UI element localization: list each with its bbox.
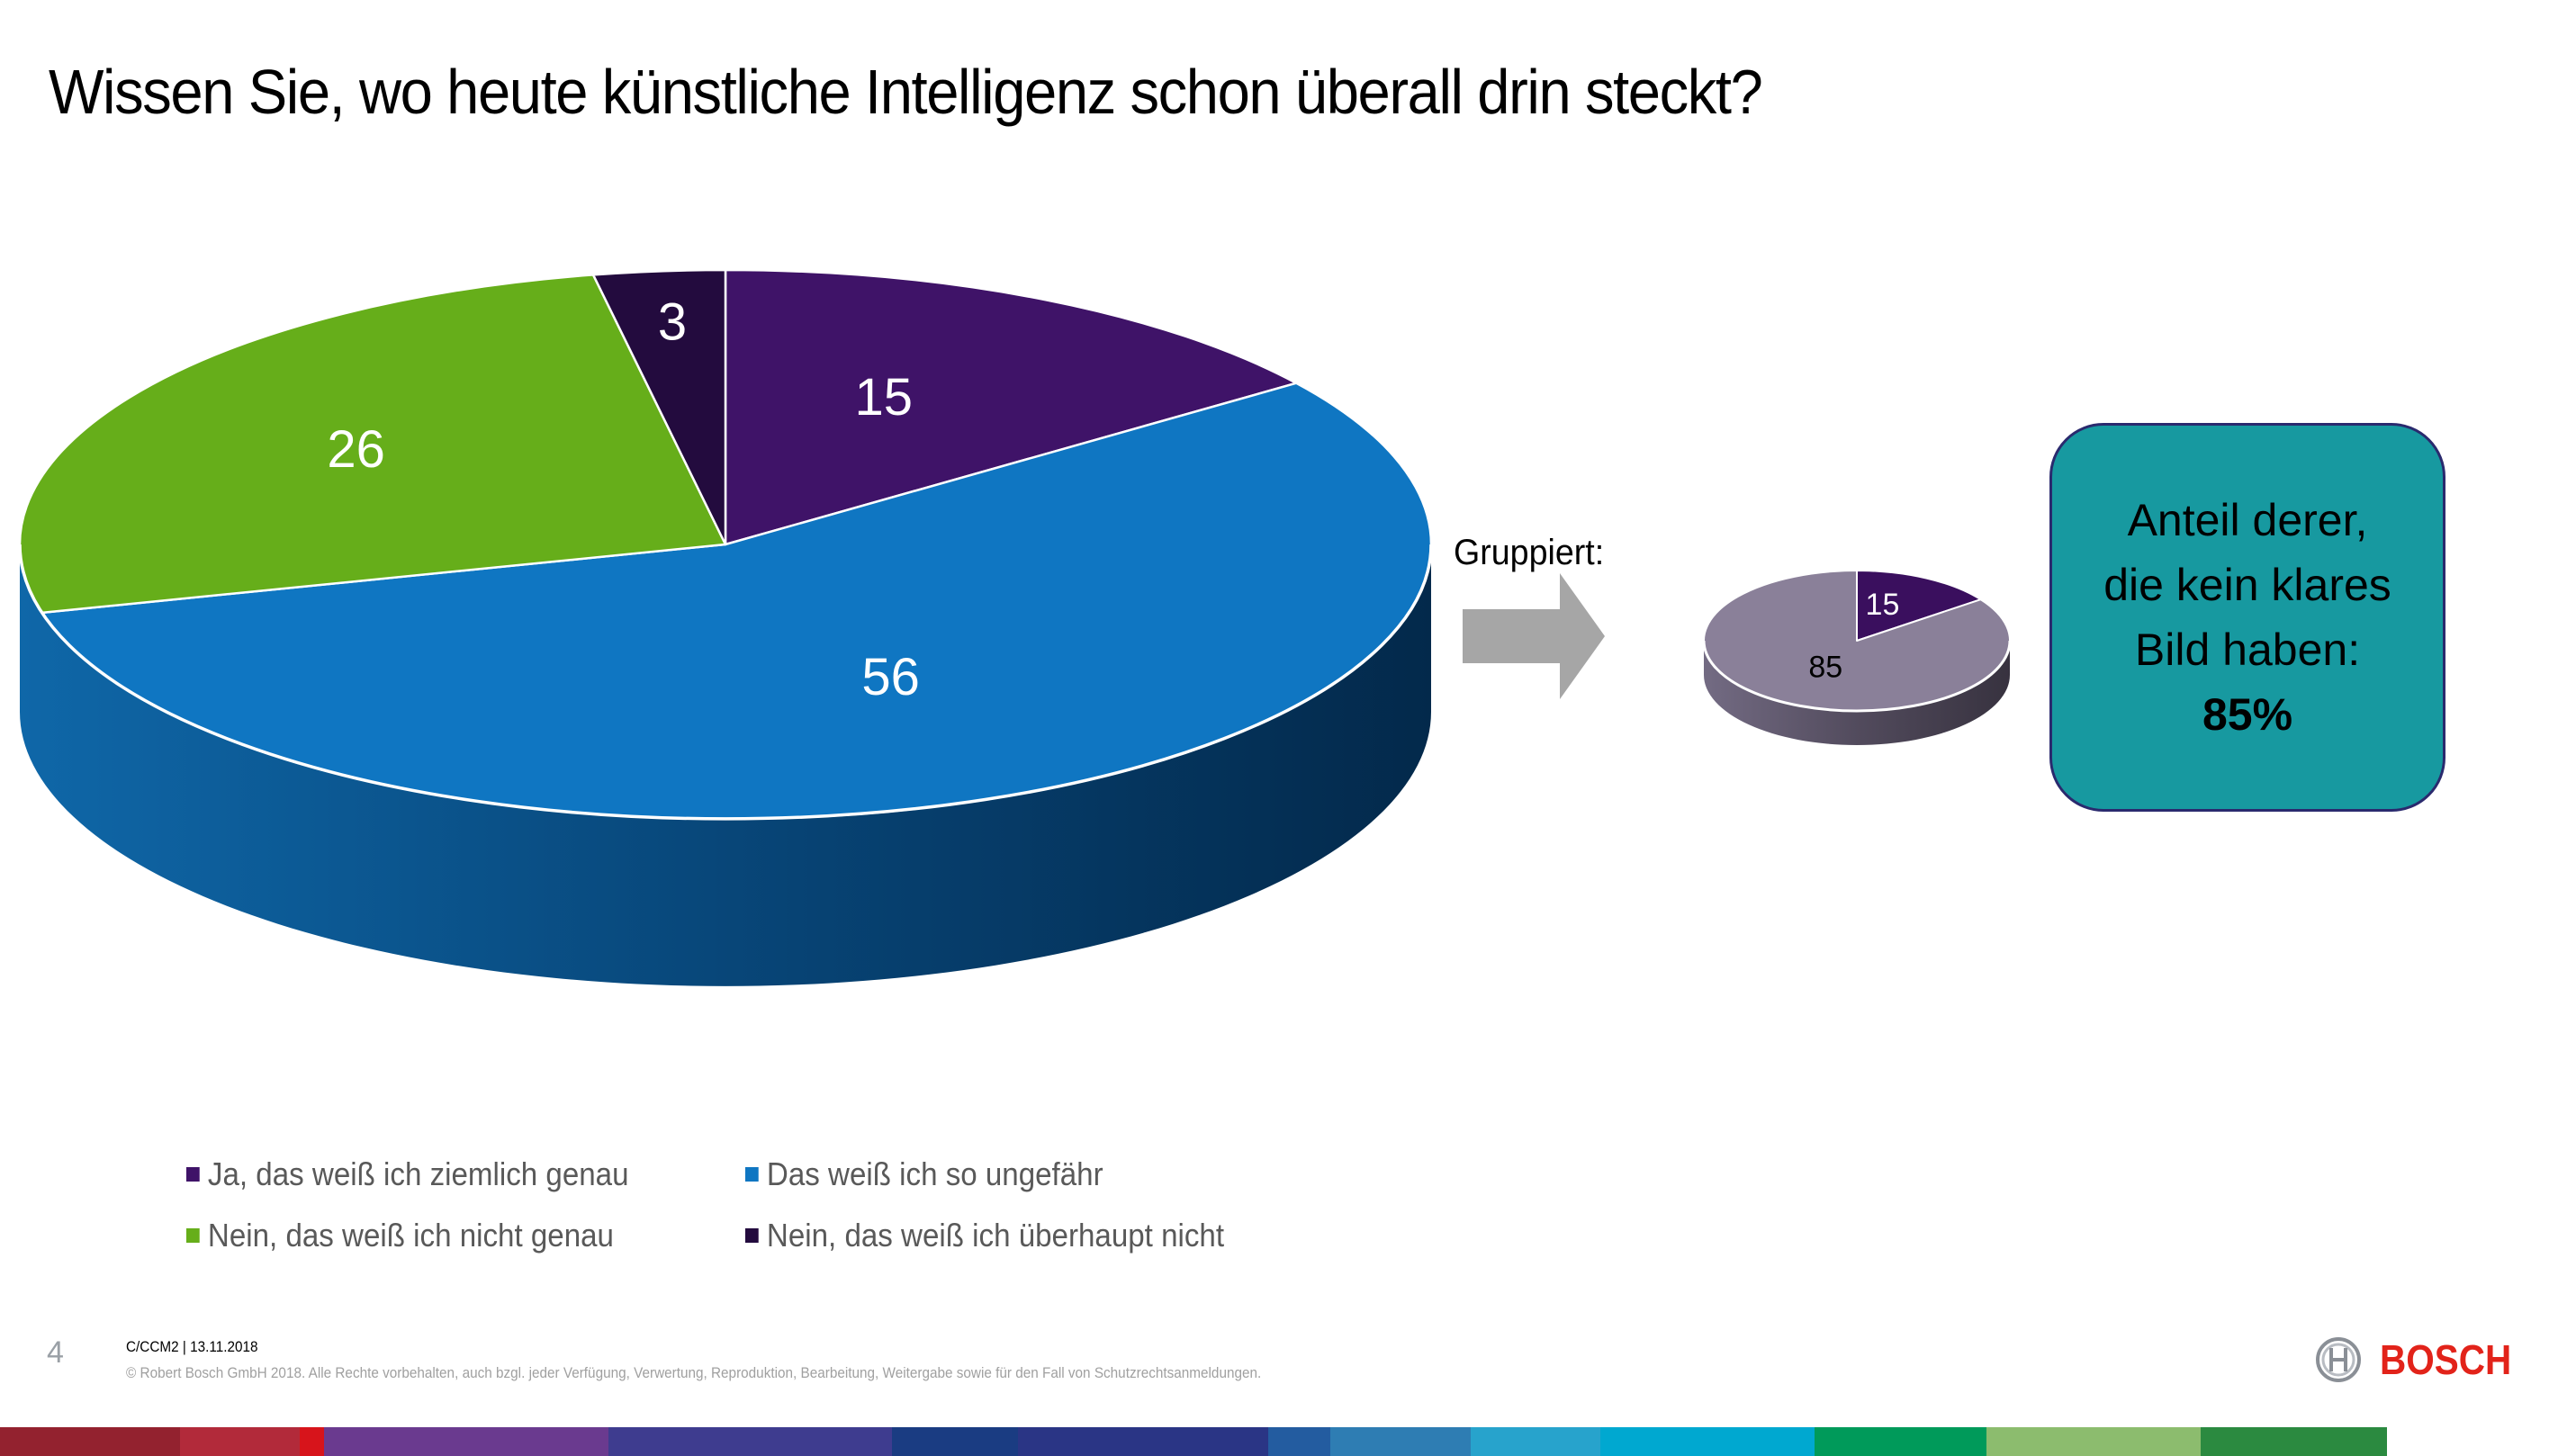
pie-slice — [1856, 570, 1982, 642]
pie-side-wall — [20, 544, 1431, 986]
band-segment — [1815, 1427, 1986, 1456]
grouped-label: Gruppiert: — [1454, 533, 1605, 572]
band-segment — [1471, 1427, 1600, 1456]
legend-item: Nein, das weiß ich nicht genau — [186, 1217, 614, 1254]
bosch-logo: BOSCH — [2315, 1335, 2529, 1384]
legend-item: Nein, das weiß ich überhaupt nicht — [745, 1217, 1224, 1254]
legend-swatch — [745, 1228, 759, 1243]
band-segment — [324, 1427, 608, 1456]
band-segment — [2201, 1427, 2387, 1456]
main-pie-chart: 15 56 26 3 — [18, 268, 1433, 986]
pie-slice — [724, 268, 1298, 546]
bosch-armature-icon — [2316, 1337, 2361, 1382]
callout-line: die kein klares — [2103, 560, 2391, 610]
pie-data-label: 15 — [1866, 588, 1900, 622]
legend-swatch — [186, 1167, 200, 1182]
footer-meta: C/CCM2 | 13.11.2018 — [126, 1338, 258, 1355]
band-segment — [0, 1427, 180, 1456]
pie-rim — [18, 544, 1433, 821]
summary-callout: Anteil derer, die kein klares Bild haben… — [2049, 423, 2445, 812]
footer-copyright: © Robert Bosch GmbH 2018. Alle Rechte vo… — [126, 1364, 1262, 1381]
pie-data-label: 3 — [658, 292, 687, 351]
pie-data-label: 15 — [855, 368, 914, 427]
band-segment — [608, 1427, 892, 1456]
page-number: 4 — [47, 1335, 64, 1370]
brand-color-band — [0, 1427, 2567, 1456]
callout-line: Bild haben: — [2134, 625, 2361, 675]
band-segment — [1268, 1427, 1330, 1456]
band-segment — [1986, 1427, 2201, 1456]
legend-label: Das weiß ich so ungefähr — [766, 1155, 1103, 1192]
pie-slice — [591, 268, 727, 546]
slide-title: Wissen Sie, wo heute künstliche Intellig… — [49, 57, 1763, 127]
legend-item: Ja, das weiß ich ziemlich genau — [186, 1155, 629, 1193]
band-segment — [1018, 1427, 1268, 1456]
band-segment — [300, 1427, 324, 1456]
callout-value: 85% — [2202, 689, 2293, 740]
legend-item: Das weiß ich so ungefähr — [745, 1155, 1103, 1193]
callout-line: Anteil derer, — [2127, 495, 2368, 545]
band-segment — [1330, 1427, 1471, 1456]
pie-side-wall — [1704, 641, 2010, 745]
legend-swatch — [186, 1228, 200, 1243]
pie-data-label: 56 — [861, 648, 920, 706]
legend-swatch — [745, 1167, 759, 1182]
pie-data-label: 26 — [327, 420, 385, 479]
legend-label: Ja, das weiß ich ziemlich genau — [207, 1155, 629, 1192]
band-segment — [180, 1427, 300, 1456]
right-arrow-icon — [1463, 573, 1605, 699]
bosch-wordmark: BOSCH — [2380, 1336, 2512, 1383]
legend-label: Nein, das weiß ich nicht genau — [207, 1217, 614, 1254]
band-segment — [1600, 1427, 1815, 1456]
band-segment — [892, 1427, 1018, 1456]
pie-data-label: 85 — [1808, 650, 1842, 684]
legend-label: Nein, das weiß ich überhaupt nicht — [766, 1217, 1225, 1254]
pie-rim — [1702, 640, 2012, 713]
